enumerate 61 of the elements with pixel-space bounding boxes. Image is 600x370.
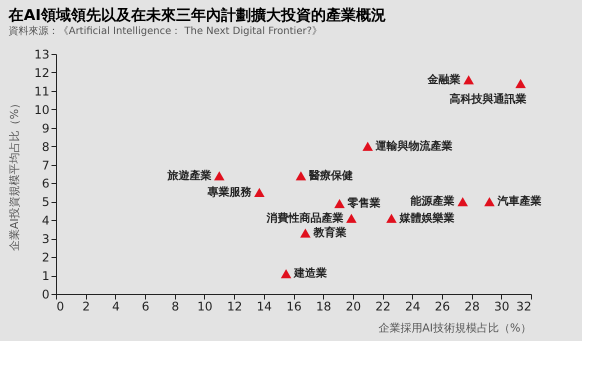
series-label: 能源產業 xyxy=(410,194,455,208)
y-tick-label: 4 xyxy=(42,214,50,228)
x-tick-label: 12 xyxy=(226,300,242,314)
series-label: 旅遊產業 xyxy=(166,168,212,182)
point xyxy=(362,142,373,151)
point xyxy=(515,78,526,88)
point xyxy=(484,197,495,206)
x-tick-label: 18 xyxy=(316,300,332,314)
point xyxy=(463,75,474,84)
x-tick-label: 4 xyxy=(112,300,120,314)
series-label: 汽車產業 xyxy=(496,194,542,208)
x-tick-label: 16 xyxy=(286,300,302,314)
x-tick-label: 32 xyxy=(516,300,532,314)
series-label: 金融業 xyxy=(426,72,461,86)
y-tick-label: 0 xyxy=(42,288,50,302)
point xyxy=(214,171,225,180)
x-tick-label: 14 xyxy=(256,300,272,314)
x-tick-label: 8 xyxy=(171,300,180,314)
point xyxy=(346,214,357,223)
series-label: 零售業 xyxy=(346,196,381,210)
y-tick-label: 13 xyxy=(34,48,50,62)
series-label: 建造業 xyxy=(293,266,328,280)
x-tick-label: 6 xyxy=(142,300,150,314)
point xyxy=(300,228,311,238)
point xyxy=(280,269,292,278)
y-tick-label: 7 xyxy=(42,158,50,172)
y-axis-title: 企業AI投資規模平均占比（%） xyxy=(8,98,22,252)
x-tick-label: 24 xyxy=(405,300,420,314)
series-label: 醫療保健 xyxy=(308,168,353,182)
series-label: 專業服務 xyxy=(206,185,252,198)
y-tick-label: 5 xyxy=(42,195,50,210)
series-label: 教育業 xyxy=(312,226,346,240)
series-label: 運輸與物流產業 xyxy=(374,139,453,152)
y-tick-label: 9 xyxy=(42,121,50,136)
y-tick-label: 10 xyxy=(34,102,50,117)
x-tick-label: 22 xyxy=(375,300,391,314)
point xyxy=(296,171,306,180)
x-tick-label: 30 xyxy=(494,300,510,314)
y-tick-label: 8 xyxy=(42,140,50,154)
y-tick-label: 11 xyxy=(34,84,50,98)
y-tick-label: 3 xyxy=(42,232,50,246)
x-tick-label: 28 xyxy=(464,300,480,314)
series-label: 高科技與通訊業 xyxy=(450,92,527,106)
x-tick-label: 2 xyxy=(82,300,90,314)
x-tick-label: 20 xyxy=(346,300,362,314)
y-tick-label: 2 xyxy=(42,250,50,265)
x-axis-title: 企業採用AI技術規模占比（%） xyxy=(378,322,532,334)
point xyxy=(457,197,468,206)
y-tick-label: 12 xyxy=(34,66,50,80)
chart-title: 在AI領域領先以及在未來三年內計劃擴大投資的產業概況 xyxy=(8,6,386,24)
point xyxy=(334,198,345,208)
series-label: 媒體娛樂業 xyxy=(398,211,454,224)
y-tick-label: 1 xyxy=(42,269,50,284)
point xyxy=(254,188,265,198)
x-tick-label: 26 xyxy=(434,300,450,314)
series-label: 消費性商品產業 xyxy=(265,211,344,224)
chart-subtitle: 資料來源：《Artificial Intelligence： The Next Digital Frontier?》 xyxy=(8,25,322,37)
x-tick-label: 10 xyxy=(197,300,213,314)
x-tick-label: 0 xyxy=(56,300,64,314)
point xyxy=(386,214,397,223)
y-tick-label: 6 xyxy=(42,176,50,191)
